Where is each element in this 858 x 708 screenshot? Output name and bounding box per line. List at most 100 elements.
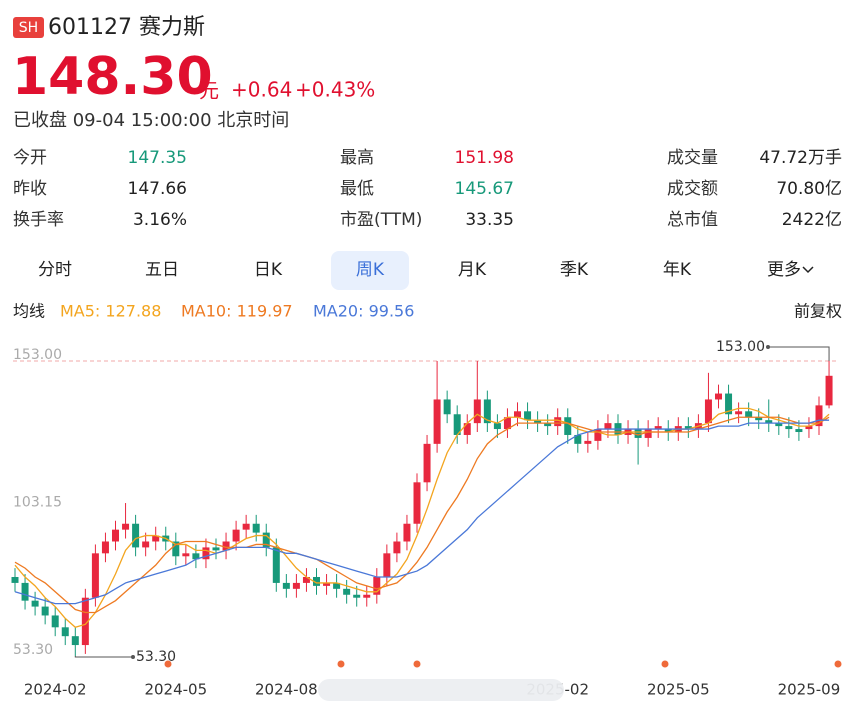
candle-body: [232, 529, 240, 542]
candle-body: [333, 582, 341, 589]
candle-body: [192, 553, 200, 560]
candle-body: [11, 576, 19, 583]
candle-body: [503, 417, 511, 430]
tab[interactable]: 更多: [767, 260, 801, 280]
candle-body: [463, 423, 471, 435]
candle-body: [152, 535, 160, 542]
annotation-label: 53.30: [136, 649, 176, 665]
candle-body: [704, 399, 712, 424]
stat-value: 33.35: [465, 210, 514, 230]
active-tab-bg: [331, 251, 409, 290]
candle-body: [272, 547, 280, 583]
candle-body: [514, 411, 521, 418]
candle-body: [534, 420, 542, 424]
ma-line: [14, 416, 830, 614]
y-tick-label: 53.30: [13, 642, 53, 658]
candle-body: [755, 417, 763, 421]
stat-value: 47.72万手: [759, 148, 842, 168]
stock-name: 601127 赛力斯: [48, 15, 205, 40]
stat-label: 昨收: [13, 179, 47, 199]
stat-label: 最高: [340, 148, 374, 168]
candle-body: [443, 399, 451, 415]
candle-body: [684, 426, 692, 430]
status: 已收盘 09-04 15:00:00 北京时间: [13, 110, 289, 131]
candle-body: [473, 399, 481, 424]
candle-body: [182, 553, 190, 557]
candle-body: [302, 576, 310, 583]
candle-body: [745, 411, 753, 418]
ma-line: [14, 407, 830, 629]
candle-body: [815, 405, 823, 427]
tab[interactable]: 周K: [356, 260, 385, 280]
tab[interactable]: 年K: [663, 260, 692, 280]
candle-body: [132, 523, 140, 548]
candle-body: [363, 594, 371, 598]
candle-body: [725, 393, 733, 415]
change: +0.64: [231, 78, 292, 102]
annotation-dot: [766, 345, 770, 349]
candle-body: [483, 399, 491, 424]
stat-label: 最低: [340, 179, 374, 199]
tab[interactable]: 季K: [560, 260, 589, 280]
y-tick-label: 153.00: [13, 347, 62, 363]
candle-body: [604, 423, 612, 430]
tab[interactable]: 分时: [38, 260, 72, 280]
stat-value: 151.98: [455, 148, 514, 168]
candle-body: [644, 429, 652, 438]
candle-body: [222, 541, 230, 551]
candle-body: [433, 399, 441, 444]
candle-body: [101, 541, 109, 554]
candle-body: [574, 434, 582, 444]
candle-body: [323, 582, 331, 586]
candle-body: [775, 423, 783, 427]
adjust[interactable]: 前复权: [794, 302, 842, 321]
stat-value: 145.67: [455, 179, 514, 199]
tab[interactable]: 月K: [458, 260, 487, 280]
tab[interactable]: 日K: [254, 260, 283, 280]
badge-bg: [13, 17, 44, 38]
candle-body: [715, 393, 722, 400]
candle-body: [785, 426, 793, 430]
candle-body: [453, 414, 461, 435]
candle-body: [825, 375, 833, 406]
candle-body: [413, 482, 421, 524]
candle-body: [21, 582, 29, 601]
stat-value: 2422亿: [782, 210, 842, 230]
candle-body: [735, 411, 743, 415]
badge: SH: [19, 20, 38, 36]
candle-body: [91, 553, 99, 598]
stat-label: 总市值: [667, 210, 718, 230]
candle-body: [292, 582, 300, 589]
stat-value: 147.66: [128, 179, 187, 199]
candle-body: [805, 426, 813, 430]
stat-label: 成交额: [667, 179, 718, 199]
y-tick-label: 103.15: [13, 495, 62, 511]
legend-title: 均线: [13, 302, 45, 321]
x-tick-label: 2024-08: [255, 681, 318, 699]
unit: 元: [199, 79, 219, 103]
candle-body: [383, 553, 391, 577]
candle-body: [202, 547, 210, 560]
change-pct: +0.43%: [295, 78, 375, 102]
candle-body: [664, 429, 672, 433]
candle-body: [31, 600, 39, 607]
candle-body: [122, 523, 130, 530]
candle-body: [654, 426, 662, 430]
annotation-line: [768, 346, 830, 361]
event-dot: [337, 660, 345, 668]
stat-value: 147.35: [128, 148, 187, 168]
candle-body: [403, 523, 411, 542]
candle-body: [343, 588, 351, 595]
annotation-line: [74, 656, 133, 658]
candle-body: [262, 532, 270, 548]
candle-body: [554, 417, 562, 427]
candle-body: [41, 606, 49, 616]
tab[interactable]: 五日: [145, 260, 179, 280]
candle-body: [423, 443, 431, 483]
candle-body: [393, 541, 401, 554]
legend-item: MA10: 119.97: [181, 302, 293, 321]
event-dot: [164, 660, 172, 668]
candle-body: [493, 423, 501, 430]
stat-label: 今开: [13, 148, 47, 168]
